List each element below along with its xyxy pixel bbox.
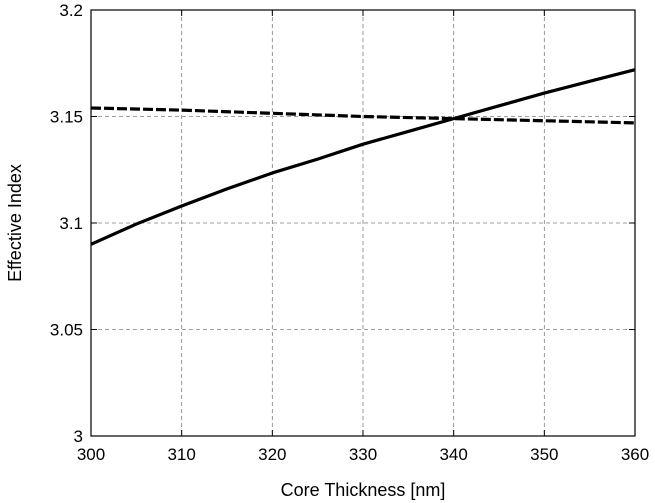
series-line-solid (90, 68, 636, 246)
x-axis-label: Core Thickness [nm] (281, 480, 446, 500)
x-tick-label: 350 (530, 445, 558, 464)
x-tick-label: 330 (349, 445, 377, 464)
y-tick-label: 3.1 (59, 214, 83, 233)
y-tick-label: 3 (74, 427, 83, 446)
x-tick-label: 340 (439, 445, 467, 464)
y-axis-tick-labels: 3 3.05 3.1 3.15 3.2 (50, 1, 83, 446)
y-tick-label: 3.2 (59, 1, 83, 20)
grid (91, 10, 635, 436)
x-tick-label: 300 (77, 445, 105, 464)
y-tick-label: 3.15 (50, 108, 83, 127)
y-axis-label: Effective Index (5, 164, 25, 282)
y-tick-label: 3.05 (50, 321, 83, 340)
x-tick-label: 310 (167, 445, 195, 464)
x-tick-label: 320 (258, 445, 286, 464)
x-axis-tick-labels: 300 310 320 330 340 350 360 (77, 445, 649, 464)
axis-ticks (90, 9, 636, 437)
series-group (90, 68, 636, 246)
x-tick-label: 360 (621, 445, 649, 464)
